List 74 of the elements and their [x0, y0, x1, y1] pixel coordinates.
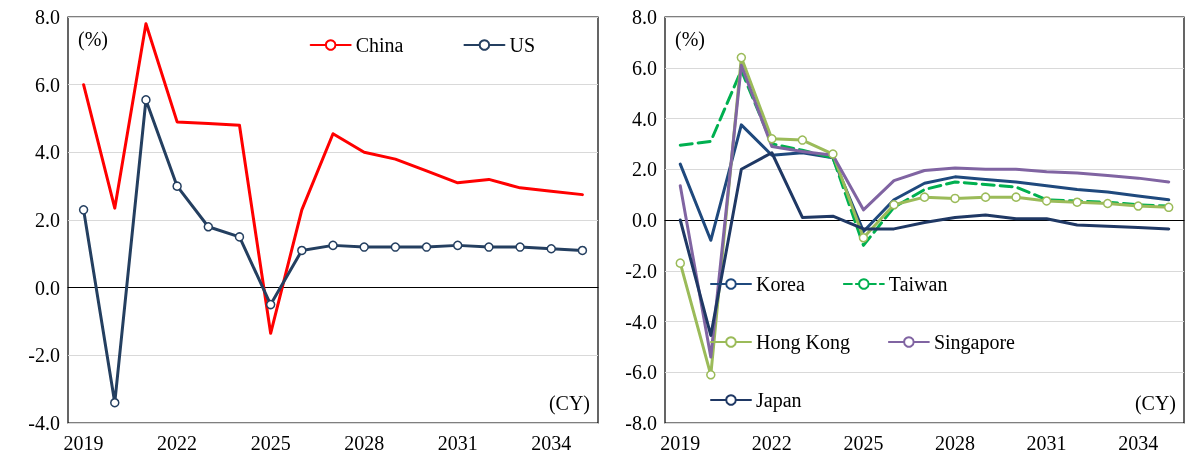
point: [328, 240, 338, 251]
y-tick-label: -2.0: [28, 344, 60, 367]
x-tick-label: 2025: [843, 432, 884, 454]
x-tick-label: 2025: [250, 432, 291, 454]
point: [265, 299, 276, 310]
point: [78, 205, 89, 215]
legend-label: US: [509, 34, 536, 56]
point: [297, 245, 307, 256]
point: [421, 242, 432, 252]
x-tick-label: 2022: [751, 432, 792, 454]
point: [1011, 192, 1021, 202]
annotation: (CY): [1134, 392, 1177, 415]
point: [359, 242, 369, 252]
x-tick-label: 2034: [1118, 432, 1159, 454]
y-tick-label: 0.0: [35, 276, 60, 299]
point: [1072, 197, 1082, 207]
line-series: [678, 151, 1171, 337]
y-tick-label: -4.0: [625, 310, 657, 333]
annotation: (%): [675, 28, 705, 51]
point: [546, 244, 556, 254]
x-tick-label: 2019: [660, 432, 701, 454]
point: [828, 149, 838, 159]
y-tick-label: 2.0: [632, 158, 657, 181]
x-tick-label: 2022: [157, 432, 198, 454]
y-tick-label: -6.0: [625, 361, 657, 384]
x-tick-label: 2028: [344, 432, 385, 454]
point: [1133, 201, 1143, 211]
legend-label: China: [355, 34, 404, 56]
y-tick-label: 8.0: [632, 6, 657, 28]
y-tick-label: 8.0: [35, 6, 60, 28]
y-tick-label: 4.0: [35, 141, 60, 164]
x-tick-label: 2031: [1026, 432, 1067, 454]
point: [390, 242, 401, 252]
y-tick-label: 6.0: [35, 73, 60, 96]
y-tick-label: 4.0: [632, 107, 657, 130]
point: [1041, 196, 1052, 206]
y-tick-label: 6.0: [632, 56, 657, 79]
point: [141, 95, 151, 105]
y-tick-label: 2.0: [35, 209, 60, 231]
point: [858, 233, 869, 243]
annotation: (%): [78, 28, 108, 51]
y-tick-label: -4.0: [28, 412, 60, 434]
point: [950, 193, 960, 204]
point: [736, 52, 747, 63]
point: [484, 242, 494, 252]
annotation: (CY): [548, 392, 591, 415]
point: [675, 258, 686, 268]
point: [234, 232, 245, 242]
x-tick-label: 2031: [437, 432, 478, 454]
point: [767, 134, 777, 144]
y-tick-label: -8.0: [625, 412, 657, 434]
legend-label: Singapore: [933, 331, 1016, 354]
point: [1102, 198, 1113, 209]
y-tick-label: -2.0: [625, 259, 657, 282]
point: [515, 242, 525, 252]
point: [797, 135, 808, 145]
point: [706, 370, 716, 380]
point: [452, 240, 463, 251]
x-tick-label: 2019: [63, 432, 104, 454]
point: [1163, 202, 1174, 213]
point: [110, 397, 120, 408]
y-tick-label: 0.0: [632, 209, 657, 231]
point: [577, 245, 588, 256]
point: [889, 200, 899, 210]
point: [919, 192, 930, 202]
x-tick-label: 2034: [531, 432, 572, 454]
legend-label: Japan: [756, 389, 802, 412]
x-tick-label: 2028: [935, 432, 976, 454]
legend-label: Hong Kong: [756, 331, 850, 354]
legend-label: Korea: [756, 273, 805, 295]
point: [203, 222, 214, 232]
legend-label: Taiwan: [888, 273, 948, 295]
point: [980, 192, 991, 202]
point: [172, 181, 182, 191]
